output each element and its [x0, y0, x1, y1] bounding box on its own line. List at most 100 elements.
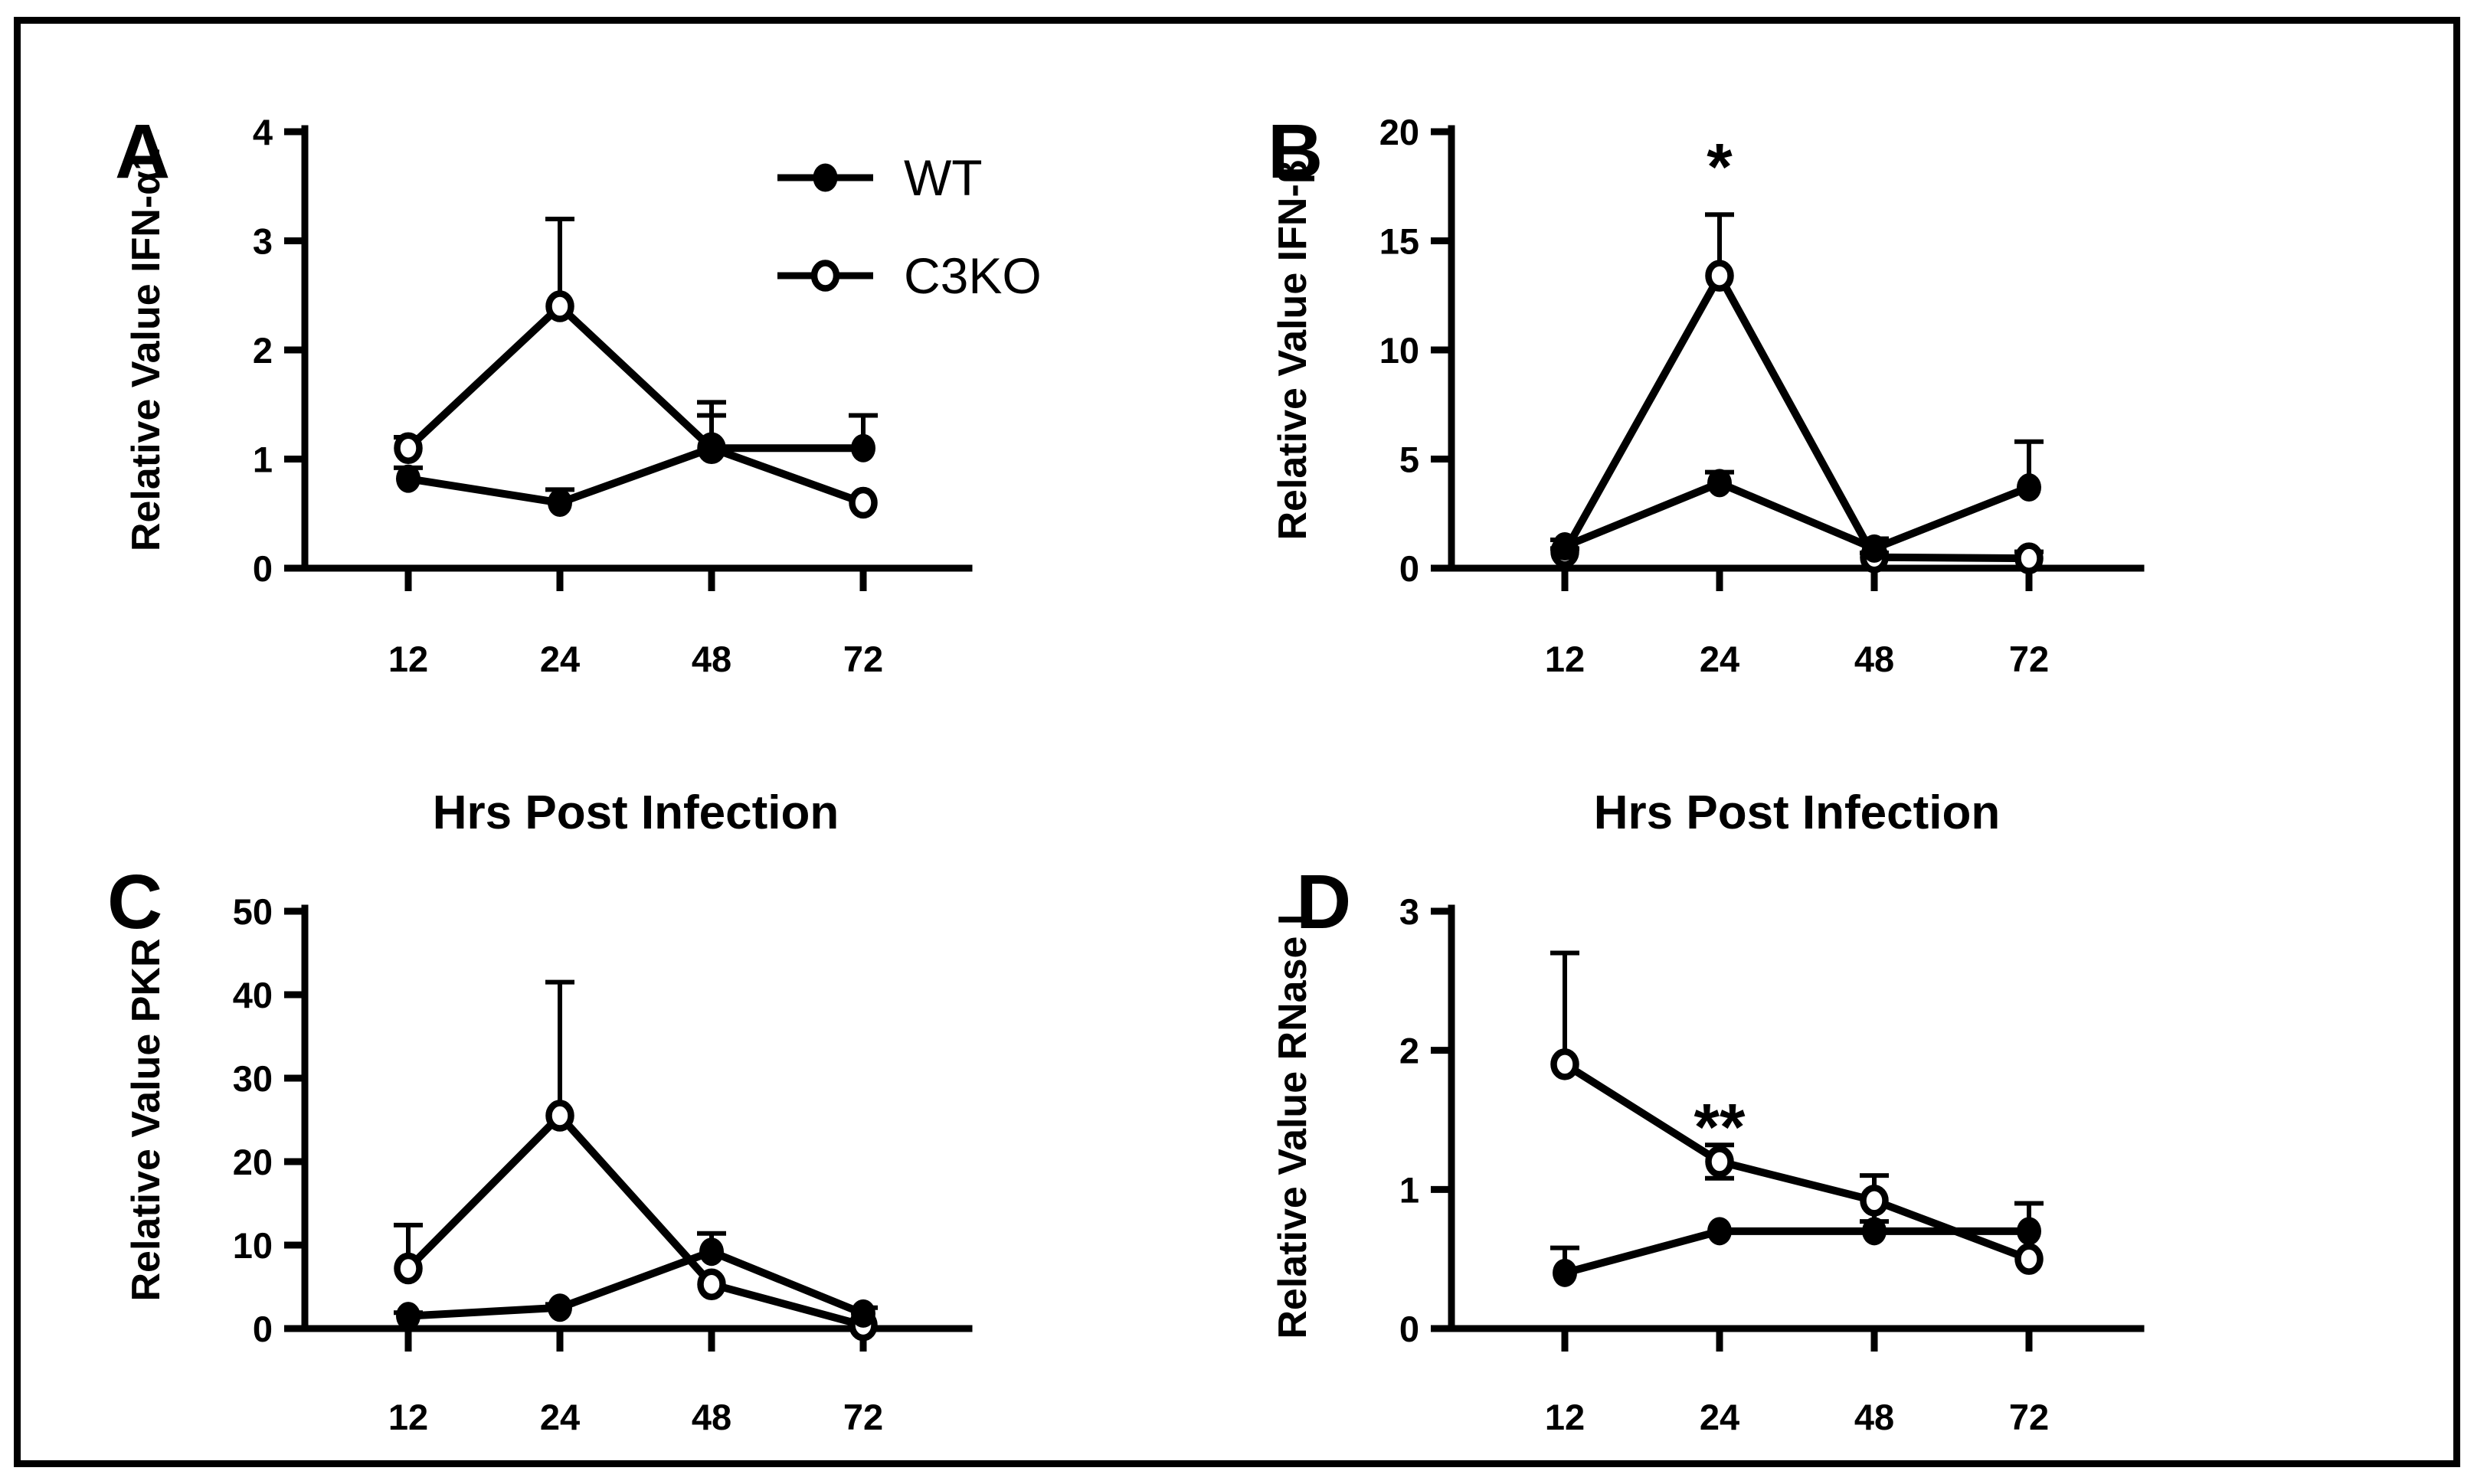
y-tick-label: 40 [233, 975, 273, 1015]
filled-circle-marker-legend-WT [813, 163, 838, 192]
y-axis-title: Relative Value IFN-α1 [124, 149, 169, 551]
y-tick-label: 0 [253, 1309, 273, 1349]
series-line-C3KO [404, 302, 867, 507]
series-line-WT [1561, 479, 2033, 553]
y-tick-label: 0 [1399, 1309, 1419, 1349]
y-axis-title: Relative Value IFN-β [1271, 159, 1315, 540]
x-tick-label: 48 [692, 639, 731, 679]
open-circle-marker-C3KO [394, 432, 423, 464]
series-line-C3KO [404, 1112, 867, 1329]
y-tick-label: 0 [253, 548, 273, 589]
y-tick-label: 2 [253, 330, 273, 371]
open-circle-marker-C3KO [2014, 542, 2044, 574]
open-circle-marker-C3KO [394, 1252, 423, 1285]
x-tick-label: 48 [1854, 639, 1894, 679]
y-tick-label: 20 [233, 1142, 273, 1182]
x-axis-title: Hrs Post Infection [433, 786, 839, 839]
filled-circle-marker-WT [699, 433, 724, 463]
series-line-C3KO [1561, 272, 2033, 563]
y-tick-label: 20 [1379, 112, 1419, 152]
filled-circle-marker-WT [2017, 473, 2041, 502]
legend: WT C3KO [777, 149, 1042, 304]
y-tick-label: 1 [253, 440, 273, 480]
open-circle-marker-C3KO [545, 290, 574, 322]
open-circle-marker-C3KO [849, 486, 878, 519]
filled-circle-marker-WT [548, 1293, 572, 1322]
x-tick-label: 72 [2009, 1397, 2049, 1437]
filled-circle-marker-WT [1862, 1217, 1887, 1246]
y-tick-label: 4 [253, 112, 273, 152]
open-circle-marker-C3KO [1705, 260, 1734, 292]
series-line-C3KO [1561, 1060, 2033, 1263]
filled-circle-marker-WT [1707, 469, 1732, 498]
x-tick-label: 12 [1545, 639, 1585, 679]
error-bars-WT [1550, 439, 2044, 549]
y-tick-label: 0 [1399, 548, 1419, 589]
series-markers-WT [396, 1237, 875, 1331]
filled-circle-marker-WT [1553, 532, 1577, 561]
open-circle-marker-C3KO [2014, 1243, 2044, 1275]
x-tick-label: 24 [540, 639, 580, 679]
y-axis-title: Relative Value PKR [124, 939, 169, 1302]
x-tick-label: 72 [2009, 639, 2049, 679]
x-tick-label: 12 [388, 1397, 428, 1437]
x-tick-label: 48 [692, 1397, 731, 1437]
panel-label-b: B [1268, 109, 1324, 194]
filled-circle-marker-WT [396, 464, 421, 493]
y-tick-label: 50 [233, 891, 273, 932]
filled-circle-marker-WT [396, 1302, 421, 1331]
panel-label-c: C [107, 859, 163, 945]
y-tick-label: 2 [1399, 1031, 1419, 1071]
y-tick-label: 10 [233, 1225, 273, 1266]
series-line-WT [1561, 1227, 2033, 1277]
panel-label-d: D [1296, 859, 1352, 945]
x-tick-label: 24 [1700, 1397, 1739, 1437]
series-markers-WT [396, 433, 875, 517]
error-bars-WT [394, 1231, 878, 1316]
y-tick-label: 10 [1379, 330, 1419, 371]
filled-circle-marker-WT [2017, 1217, 2041, 1246]
series-line-WT [404, 444, 867, 507]
filled-circle-marker-WT [1553, 1258, 1577, 1287]
open-circle-marker-legend-C3KO [810, 260, 840, 292]
open-circle-marker-C3KO [1550, 1048, 1579, 1080]
series-markers-C3KO [1550, 1048, 2044, 1275]
x-tick-label: 24 [1700, 639, 1739, 679]
y-tick-label: 1 [1399, 1169, 1419, 1210]
legend-item-WT: WT [777, 149, 983, 206]
x-tick-label: 24 [540, 1397, 580, 1437]
open-circle-marker-C3KO [1705, 1146, 1734, 1178]
x-tick-label: 12 [1545, 1397, 1585, 1437]
legend-item-C3KO: C3KO [777, 247, 1042, 304]
filled-circle-marker-WT [548, 489, 572, 517]
panel-label-a: A [115, 109, 171, 194]
series-markers-WT [1553, 469, 2041, 563]
legend-label: C3KO [904, 247, 1042, 304]
open-circle-marker-C3KO [545, 1100, 574, 1132]
filled-circle-marker-WT [851, 433, 875, 463]
legend-label: WT [904, 149, 983, 206]
series-line-WT [404, 1247, 867, 1320]
y-tick-label: 30 [233, 1058, 273, 1099]
y-tick-label: 15 [1379, 221, 1419, 262]
y-axis-title: Relative Value RNase L [1271, 901, 1315, 1339]
x-tick-label: 48 [1854, 1397, 1894, 1437]
axes: 0 10 20 30 40 50 12 24 48 72 [233, 891, 973, 1437]
significance-annotation: ** [1694, 1091, 1746, 1165]
open-circle-marker-C3KO [697, 1268, 726, 1300]
chart-panel-b: 0 5 10 15 20 12 24 48 72 Relative Value IFN-β Hrs … [1271, 112, 2145, 839]
x-axis-title: Hrs Post Infection [1594, 786, 2001, 839]
series-markers-WT [1553, 1217, 2041, 1287]
filled-circle-marker-WT [1707, 1217, 1732, 1246]
significance-annotation: * [1707, 131, 1733, 204]
y-tick-label: 5 [1399, 440, 1419, 480]
x-tick-label: 72 [843, 639, 883, 679]
y-tick-label: 3 [253, 221, 273, 262]
x-tick-label: 12 [388, 639, 428, 679]
open-circle-marker-C3KO [1860, 1185, 1889, 1217]
filled-circle-marker-WT [699, 1237, 724, 1267]
y-tick-label: 3 [1399, 891, 1419, 932]
